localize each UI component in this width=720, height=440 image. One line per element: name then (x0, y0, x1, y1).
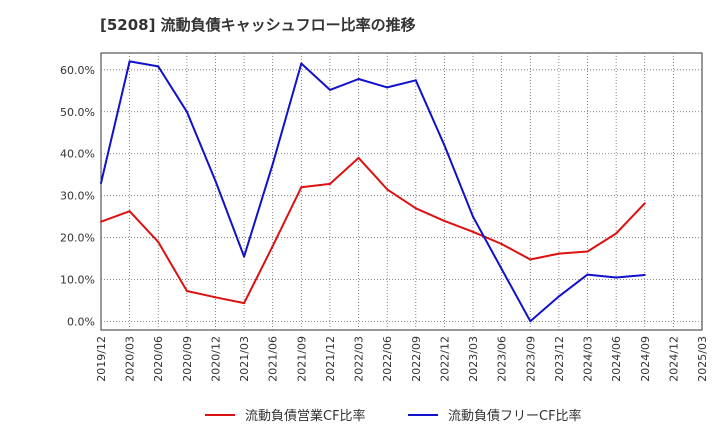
data-point (443, 144, 446, 147)
x-tick-label: 2025/03 (696, 336, 709, 382)
x-tick-label: 2023/03 (467, 336, 480, 382)
data-point (643, 202, 646, 205)
x-axis: 2019/12 2020/03 2020/06 2020/09 2020/12 2021/… (95, 336, 709, 382)
y-tick-label: 40.0% (60, 148, 95, 161)
x-tick-label: 2023/09 (524, 336, 537, 382)
data-point (529, 320, 532, 323)
data-point (386, 188, 389, 191)
y-tick-label: 30.0% (60, 190, 95, 203)
y-axis: 0.0% 10.0% 20.0% 30.0% 40.0% 50.0% 60.0% (60, 64, 95, 329)
data-point (185, 110, 188, 113)
data-point (128, 60, 131, 63)
data-point (357, 156, 360, 159)
data-point (386, 86, 389, 89)
data-point (243, 302, 246, 305)
y-tick-label: 20.0% (60, 232, 95, 245)
data-point (500, 268, 503, 271)
data-point (615, 276, 618, 279)
data-point (214, 180, 217, 183)
y-tick-label: 50.0% (60, 106, 95, 119)
data-point (500, 242, 503, 245)
x-tick-label: 2022/12 (438, 336, 451, 382)
x-tick-label: 2019/12 (95, 336, 108, 382)
x-tick-label: 2021/09 (295, 336, 308, 382)
data-point (214, 296, 217, 299)
y-tick-label: 10.0% (60, 274, 95, 287)
data-point (643, 274, 646, 277)
data-point (328, 88, 331, 91)
series-line-2 (100, 60, 645, 323)
y-tick-label: 60.0% (60, 64, 95, 77)
data-point (615, 232, 618, 235)
data-point (472, 215, 475, 218)
data-point (586, 273, 589, 276)
data-point (357, 78, 360, 81)
data-point (529, 258, 532, 261)
data-point (557, 252, 560, 255)
x-tick-label: 2023/06 (496, 336, 509, 382)
x-tick-label: 2024/09 (639, 336, 652, 382)
data-point (328, 182, 331, 185)
data-point (300, 186, 303, 189)
x-tick-label: 2022/03 (353, 336, 366, 382)
x-tick-label: 2023/12 (553, 336, 566, 382)
x-tick-label: 2022/06 (381, 336, 394, 382)
x-tick-label: 2024/06 (610, 336, 623, 382)
data-point (185, 289, 188, 292)
series-line-1 (100, 156, 646, 305)
data-point (443, 219, 446, 222)
data-point (128, 210, 131, 213)
legend-label: 流動負債フリーCF比率 (448, 408, 582, 424)
x-tick-label: 2021/12 (324, 336, 337, 382)
y-tick-label: 0.0% (67, 316, 95, 329)
data-point (157, 65, 160, 68)
data-point (414, 207, 417, 210)
data-point (557, 295, 560, 298)
legend-label: 流動負債営業CF比率 (245, 408, 366, 424)
plot-area (100, 52, 703, 331)
series-lines (100, 60, 646, 323)
data-point (300, 62, 303, 65)
x-tick-label: 2020/12 (209, 336, 222, 382)
x-tick-label: 2022/09 (410, 336, 423, 382)
x-tick-label: 2020/03 (124, 336, 137, 382)
x-tick-label: 2021/03 (238, 336, 251, 382)
data-point (414, 79, 417, 82)
data-point (100, 182, 102, 185)
chart-title: [5208] 流動負債キャッシュフロー比率の推移 (100, 16, 416, 34)
data-point (157, 240, 160, 243)
x-tick-label: 2024/03 (582, 336, 595, 382)
data-point (271, 245, 274, 248)
data-point (243, 255, 246, 258)
x-tick-label: 2024/12 (667, 336, 680, 382)
data-point (100, 220, 102, 223)
x-tick-label: 2020/09 (181, 336, 194, 382)
data-point (586, 250, 589, 253)
x-tick-label: 2020/06 (152, 336, 165, 382)
data-point (472, 230, 475, 233)
grid (101, 53, 702, 330)
data-point (271, 163, 274, 166)
x-tick-label: 2021/06 (267, 336, 280, 382)
legend: 流動負債営業CF比率 流動負債フリーCF比率 (205, 408, 582, 424)
